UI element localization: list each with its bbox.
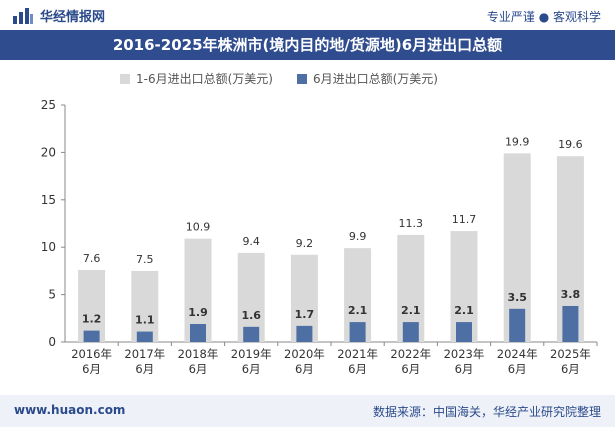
y-tick-label: 10	[41, 240, 56, 254]
bar-series-2	[190, 323, 206, 342]
footer: www.huaon.com 数据来源：中国海关，华经产业研究院整理	[0, 395, 615, 427]
x-tick-label: 6月	[82, 362, 101, 376]
x-tick-label: 2018年	[178, 347, 219, 361]
data-label-series-2: 2.1	[348, 304, 368, 317]
legend-item-series-1: 1-6月进出口总额(万美元)	[120, 70, 273, 87]
labels: 7.6 1.2 7.5 1.1 10.9 1.9 9.4 1.6 9.2 1.7 9.9 2.1 11.…	[82, 135, 583, 326]
data-label-series-2: 1.2	[82, 313, 102, 326]
x-tick-label: 6月	[135, 362, 154, 376]
x-tick-label: 6月	[508, 362, 527, 376]
data-label-series-2: 1.9	[188, 306, 208, 319]
x-tick-label: 2025年	[550, 347, 591, 361]
x-tick-label: 6月	[295, 362, 314, 376]
legend-item-series-2: 6月进出口总额(万美元)	[296, 70, 438, 87]
footer-source: 数据来源：中国海关，华经产业研究院整理	[372, 405, 601, 419]
y-tick-label: 5	[48, 288, 56, 302]
y-tick-label: 15	[41, 193, 56, 207]
x-tick-label: 6月	[242, 362, 261, 376]
title-bar: 2016-2025年株洲市(境内目的地/货源地)6月进出口总额	[0, 30, 615, 60]
brand[interactable]: 华经情报网	[12, 6, 105, 25]
top-bar: 华经情报网 专业严谨 ● 客观科学	[0, 0, 615, 30]
x-tick-label: 2016年	[71, 347, 112, 361]
x-tick-label: 2023年	[444, 347, 485, 361]
data-label-series-2: 2.1	[454, 304, 474, 317]
data-label-series-1: 11.7	[452, 213, 477, 226]
legend-swatch-series-1	[120, 73, 130, 84]
x-tick-label: 2021年	[337, 347, 378, 361]
data-label-series-2: 1.1	[135, 314, 155, 327]
brand-logo-icon	[13, 7, 33, 24]
bar-series-1	[131, 270, 159, 342]
y-tick-label: 25	[41, 98, 56, 112]
x-tick-label: 2022年	[390, 347, 431, 361]
brand-name: 华经情报网	[40, 10, 106, 25]
bar-series-1	[78, 269, 106, 342]
x-tick-label: 6月	[455, 362, 474, 376]
x-tick-label: 6月	[189, 362, 208, 376]
bar-series-2	[402, 322, 419, 342]
chart-title: 2016-2025年株洲市(境内目的地/货源地)6月进出口总额	[112, 36, 503, 54]
bar-series-2	[296, 325, 313, 342]
x-tick-label: 2020年	[284, 347, 325, 361]
x-tick-label: 6月	[561, 362, 580, 376]
x-tick-label: 2024年	[497, 347, 538, 361]
data-label-series-2: 3.5	[507, 291, 527, 304]
data-label-series-1: 7.5	[136, 253, 154, 266]
data-label-series-1: 11.3	[399, 217, 424, 230]
bar-series-2	[136, 331, 153, 342]
bar-series-2	[243, 326, 260, 342]
data-label-series-1: 9.9	[349, 230, 367, 243]
legend-label-series-2: 6月进出口总额(万美元)	[312, 72, 438, 86]
bar-series-2	[562, 305, 579, 342]
data-label-series-2: 1.6	[241, 309, 261, 322]
bar-series-2	[349, 322, 366, 342]
y-tick-label: 20	[41, 145, 56, 159]
slogan: 专业严谨 ● 客观科学	[486, 10, 601, 24]
legend-swatch-series-2	[296, 73, 307, 84]
legend: 1-6月进出口总额(万美元) 6月进出口总额(万美元)	[120, 70, 462, 87]
data-label-series-2: 1.7	[295, 308, 315, 321]
bar-series-2	[509, 308, 526, 342]
data-label-series-1: 19.9	[505, 135, 530, 148]
bars	[78, 153, 584, 342]
x-tick-label: 6月	[401, 362, 420, 376]
x-tick-label: 2017年	[124, 347, 165, 361]
data-label-series-2: 2.1	[401, 304, 421, 317]
footer-url-link[interactable]: www.huaon.com	[14, 403, 126, 417]
x-tick-label: 2019年	[231, 347, 272, 361]
legend-label-series-1: 1-6月进出口总额(万美元)	[136, 72, 273, 86]
data-label-series-1: 10.9	[186, 221, 211, 234]
bar-series-2	[456, 322, 472, 342]
bar-series-2	[83, 330, 100, 342]
data-label-series-1: 9.4	[242, 235, 260, 248]
data-label-series-1: 19.6	[558, 138, 583, 151]
y-tick-label: 0	[48, 335, 56, 349]
data-label-series-2: 3.8	[561, 288, 581, 301]
data-label-series-1: 9.2	[296, 237, 314, 250]
x-tick-label: 6月	[348, 362, 367, 376]
data-label-series-1: 7.6	[83, 252, 101, 265]
